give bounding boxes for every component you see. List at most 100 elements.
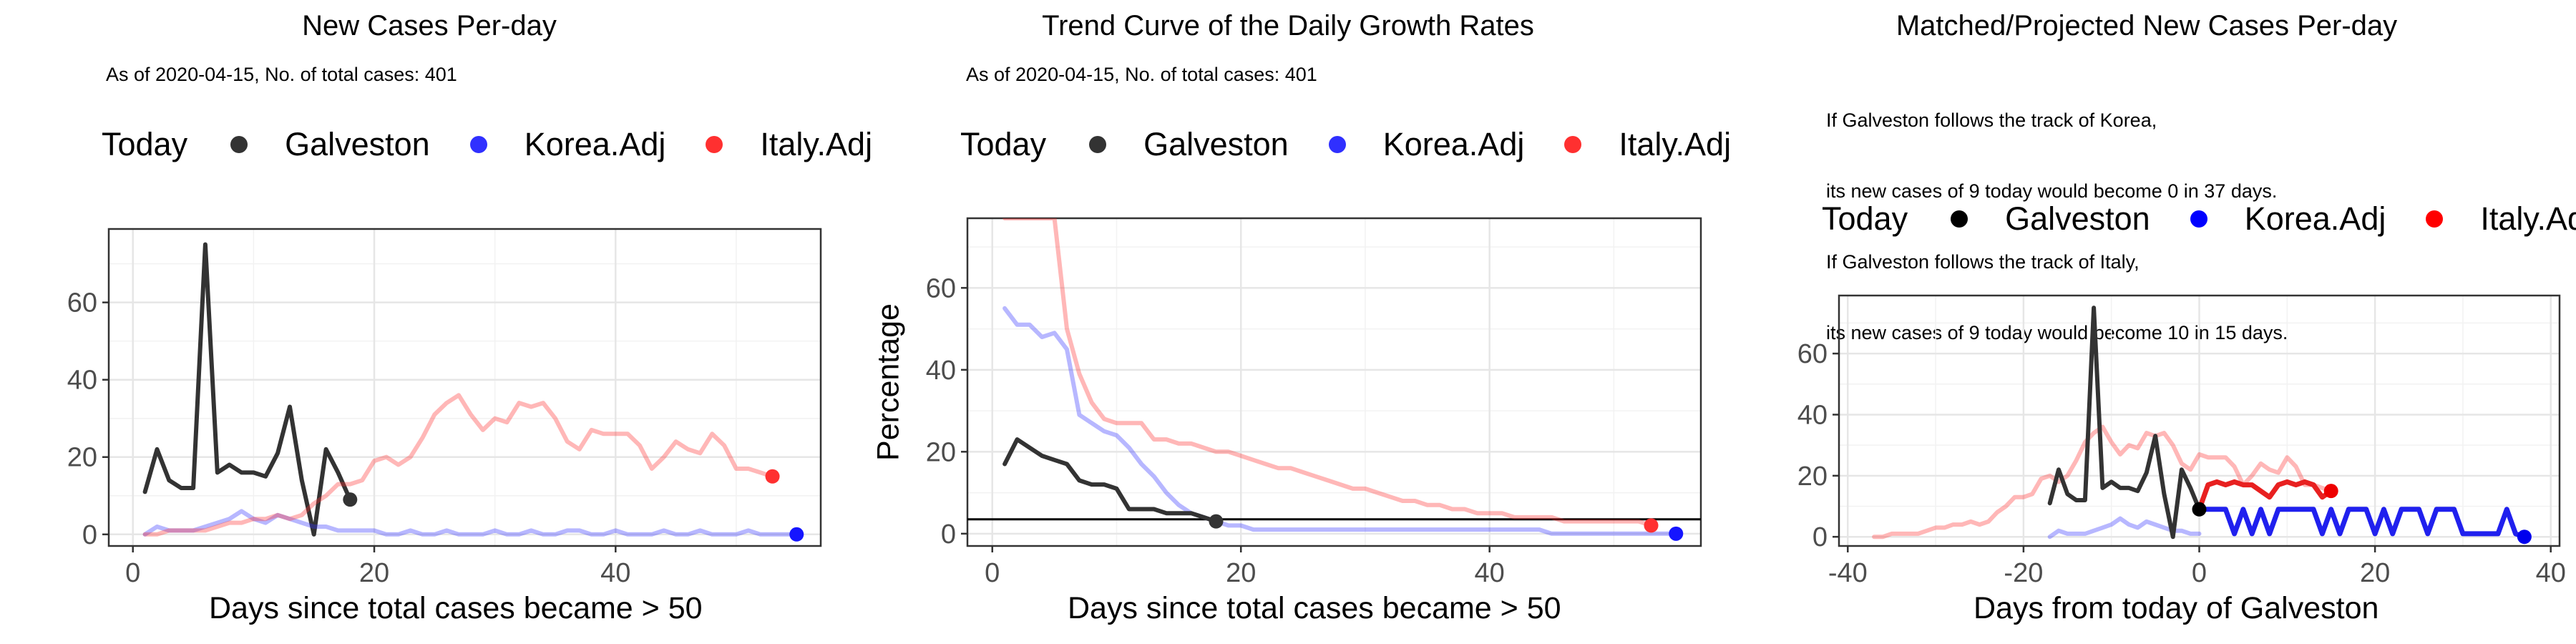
legend-key-korea: [469, 136, 487, 153]
chart-subtitle: If Galveston follows the track of Korea,…: [1826, 62, 2288, 392]
plot-border: [966, 217, 1702, 547]
legend-label-italy: Italy.Adj: [760, 126, 873, 162]
today-point-italy-adj: [1644, 518, 1659, 533]
chart-legend: Today Galveston Korea.Adj Italy.Adj: [1822, 200, 2576, 238]
y-tick-label: 0: [82, 520, 97, 550]
legend-key-galveston: [1089, 136, 1107, 153]
series-line-korea-adj: [142, 509, 799, 537]
legend-label-galveston: Galveston: [285, 126, 430, 162]
y-tick-label: 20: [1797, 462, 1828, 492]
chart-subtitle: As of 2020-04-15, No. of total cases: 40…: [106, 64, 457, 85]
today-point-italy-adj: [2323, 484, 2338, 499]
plot-border: [107, 228, 822, 547]
x-axis-title: Days since total cases became > 50: [1068, 591, 1561, 625]
legend-label-korea: Korea.Adj: [524, 126, 666, 162]
series-line-galveston: [1002, 437, 1219, 524]
today-point-italy-adj: [765, 469, 780, 484]
today-point-galveston: [1209, 514, 1224, 529]
x-tick-label: 0: [985, 558, 1000, 588]
legend-item-galveston: Galveston: [1089, 126, 1289, 163]
legend-label-italy: Italy.Adj: [1619, 126, 1732, 162]
chart-panel-growth-rates: Trend Curve of the Daily Growth Rates As…: [859, 0, 1732, 644]
plot-area: -40 -20 0 20 40 0 20 40 60: [1797, 294, 2566, 588]
y-tick-label: 0: [1813, 522, 1828, 552]
legend-key-korea: [2190, 210, 2207, 228]
legend-key-galveston: [230, 136, 248, 153]
y-tick-label: 40: [926, 356, 956, 386]
plot-area: 0 20 40 0 20 40 60: [926, 217, 1702, 588]
legend-key-italy: [2426, 210, 2444, 228]
legend-item-korea: Korea.Adj: [469, 126, 666, 163]
series-group: [142, 242, 799, 537]
legend-label-italy: Italy.Adj: [2480, 200, 2576, 237]
subtitle-line: If Galveston follows the track of Korea,: [1826, 109, 2157, 131]
x-axis-title: Days since total cases became > 50: [209, 591, 703, 625]
legend-key-korea: [1328, 136, 1346, 153]
y-tick-label: 20: [67, 443, 97, 473]
series-line-galveston: [2047, 306, 2202, 540]
legend-label-korea: Korea.Adj: [1382, 126, 1525, 162]
chart-panel-new-cases: New Cases Per-day As of 2020-04-15, No. …: [0, 0, 872, 644]
legend-title: Today: [102, 126, 188, 162]
x-tick-label: 0: [125, 558, 140, 588]
today-point-korea-adj: [2517, 530, 2532, 545]
legend-item-italy: Italy.Adj: [1564, 126, 1731, 163]
today-point-korea-adj: [789, 527, 804, 542]
series-group: [967, 218, 1701, 536]
legend-title: Today: [1822, 200, 1908, 237]
y-tick-label: 20: [926, 437, 956, 467]
legend-key-galveston: [1951, 210, 1968, 228]
x-tick-label: 40: [600, 558, 630, 588]
x-tick-label: 20: [1226, 558, 1256, 588]
subtitle-line: If Galveston follows the track of Italy,: [1826, 251, 2140, 273]
x-tick-label: 0: [2192, 558, 2207, 588]
legend-label-korea: Korea.Adj: [2244, 200, 2386, 237]
chart-subtitle: As of 2020-04-15, No. of total cases: 40…: [966, 64, 1317, 85]
series-line-italy-adj: [1002, 218, 1654, 528]
legend-title: Today: [960, 126, 1047, 162]
x-tick-label: 40: [1475, 558, 1505, 588]
series-line-galveston: [142, 242, 353, 537]
series-line-korea-adj: [1002, 306, 1679, 536]
series-line-italy-adj: [142, 393, 775, 537]
y-tick-label: 60: [1797, 339, 1828, 369]
chart-legend: Today Galveston Korea.Adj Italy.Adj: [102, 126, 912, 163]
legend-key-italy: [706, 136, 723, 153]
subtitle-line: its new cases of 9 today would become 10…: [1826, 322, 2288, 343]
legend-item-galveston: Galveston: [230, 126, 430, 163]
legend-key-italy: [1564, 136, 1582, 153]
x-tick-label: 40: [2536, 558, 2566, 588]
y-tick-label: 60: [67, 288, 97, 318]
y-tick-label: 40: [1797, 400, 1828, 430]
legend-item-italy: Italy.Adj: [706, 126, 872, 163]
today-point-galveston: [2192, 502, 2207, 517]
x-tick-label: -40: [1828, 558, 1868, 588]
chart-title: Trend Curve of the Daily Growth Rates: [1042, 10, 1534, 42]
legend-item-korea: Korea.Adj: [1328, 126, 1525, 163]
series-line-italy-adj-matched: [1872, 424, 2333, 540]
y-tick-label: 40: [67, 366, 97, 396]
y-tick-label: 60: [926, 273, 956, 303]
series-line-italy-adj-projected: [2197, 479, 2334, 512]
today-point-korea-adj: [1669, 526, 1684, 541]
y-axis-title: Percentage: [871, 303, 906, 461]
legend-label-galveston: Galveston: [2005, 200, 2150, 237]
chart-title: Matched/Projected New Cases Per-day: [1896, 10, 2398, 42]
chart-title: New Cases Per-day: [302, 10, 557, 42]
plot-area: 0 20 40 0 20 40 60: [67, 228, 822, 588]
legend-label-galveston: Galveston: [1143, 126, 1289, 162]
legend-item-galveston: Galveston: [1951, 200, 2150, 238]
today-point-galveston: [343, 492, 358, 507]
x-axis-title: Days from today of Galveston: [1974, 591, 2379, 625]
x-tick-label: 20: [359, 558, 389, 588]
x-tick-label: 20: [2360, 558, 2390, 588]
chart-legend: Today Galveston Korea.Adj Italy.Adj: [960, 126, 1771, 163]
series-line-korea-adj-projected: [2197, 507, 2527, 540]
legend-item-korea: Korea.Adj: [2190, 200, 2386, 238]
y-tick-label: 0: [941, 519, 956, 550]
legend-item-italy: Italy.Adj: [2426, 200, 2576, 238]
x-tick-label: -20: [2004, 558, 2043, 588]
subtitle-line: its new cases of 9 today would become 0 …: [1826, 180, 2278, 202]
chart-panel-projected-cases: Matched/Projected New Cases Per-day If G…: [1717, 0, 2576, 644]
series-group: [1872, 306, 2527, 540]
